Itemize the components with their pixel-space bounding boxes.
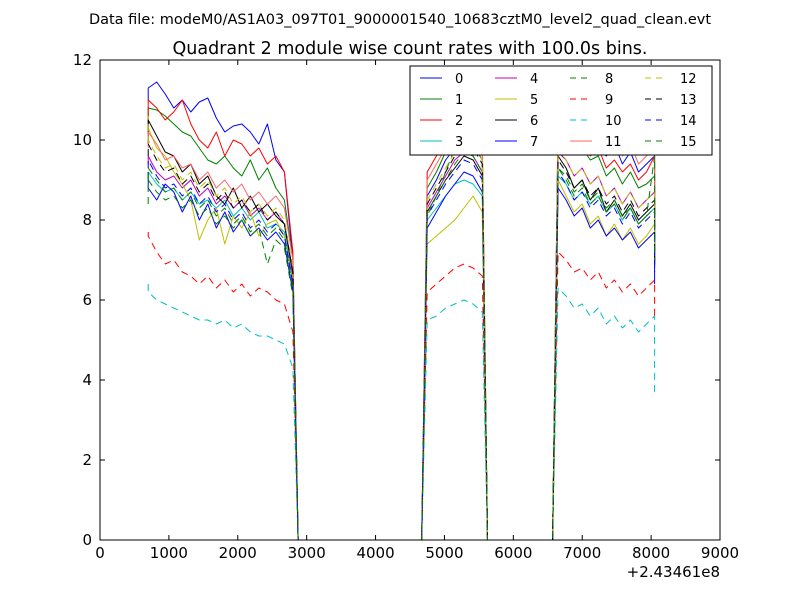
y-tick-label: 2: [82, 451, 92, 469]
legend-label-11: 11: [605, 135, 622, 150]
x-tick-label: 3000: [288, 544, 326, 562]
x-tick-label: 6000: [494, 544, 532, 562]
x-tick-label: 5000: [425, 544, 463, 562]
x-tick-label: 0: [95, 544, 105, 562]
series-line-2: [147, 99, 656, 541]
legend-label-10: 10: [605, 114, 622, 129]
legend-label-4: 4: [530, 72, 538, 87]
legend-label-0: 0: [455, 72, 463, 87]
y-tick-label: 0: [82, 531, 92, 549]
series-line-4: [147, 151, 656, 541]
legend-label-6: 6: [530, 114, 538, 129]
legend-label-15: 15: [680, 135, 697, 150]
series-line-12: [147, 124, 656, 541]
legend-label-1: 1: [455, 93, 463, 108]
axis-ticks: 0 1000 2000 3000 4000 5000 6000 7000 8000 9000 0 2 4…: [73, 51, 739, 562]
series-line-15: [147, 151, 656, 541]
x-tick-label: 7000: [563, 544, 601, 562]
y-tick-label: 4: [82, 371, 92, 389]
series-line-13: [147, 143, 656, 541]
legend-label-14: 14: [680, 114, 697, 129]
x-tick-label: 2000: [219, 544, 257, 562]
x-tick-label: 4000: [356, 544, 394, 562]
series-line-9: [147, 232, 656, 541]
series-line-10: [147, 284, 656, 541]
series-line-14: [147, 159, 656, 541]
x-offset-label: +2.43461e8: [627, 563, 720, 581]
chart-suptitle: Data file: modeM0/AS1A03_097T01_90000015…: [89, 12, 711, 28]
legend-label-8: 8: [605, 72, 613, 87]
legend-label-9: 9: [605, 93, 613, 108]
series-line-1: [147, 107, 656, 541]
legend-label-5: 5: [530, 93, 538, 108]
legend-frame: [409, 65, 713, 156]
series-lines: [147, 81, 656, 541]
legend-label-7: 7: [530, 135, 538, 150]
x-tick-label: 8000: [632, 544, 670, 562]
y-tick-label: 12: [73, 51, 92, 69]
legend-label-13: 13: [680, 93, 697, 108]
x-tick-label: 1000: [150, 544, 188, 562]
series-line-7: [147, 171, 656, 541]
chart-title: Quadrant 2 module wise count rates with …: [173, 39, 648, 59]
legend-label-3: 3: [455, 135, 463, 150]
y-tick-label: 6: [82, 291, 92, 309]
x-tick-label: 9000: [701, 544, 739, 562]
legend-label-2: 2: [455, 114, 463, 129]
y-tick-label: 8: [82, 211, 92, 229]
y-tick-label: 10: [73, 131, 92, 149]
legend-label-12: 12: [680, 72, 697, 87]
